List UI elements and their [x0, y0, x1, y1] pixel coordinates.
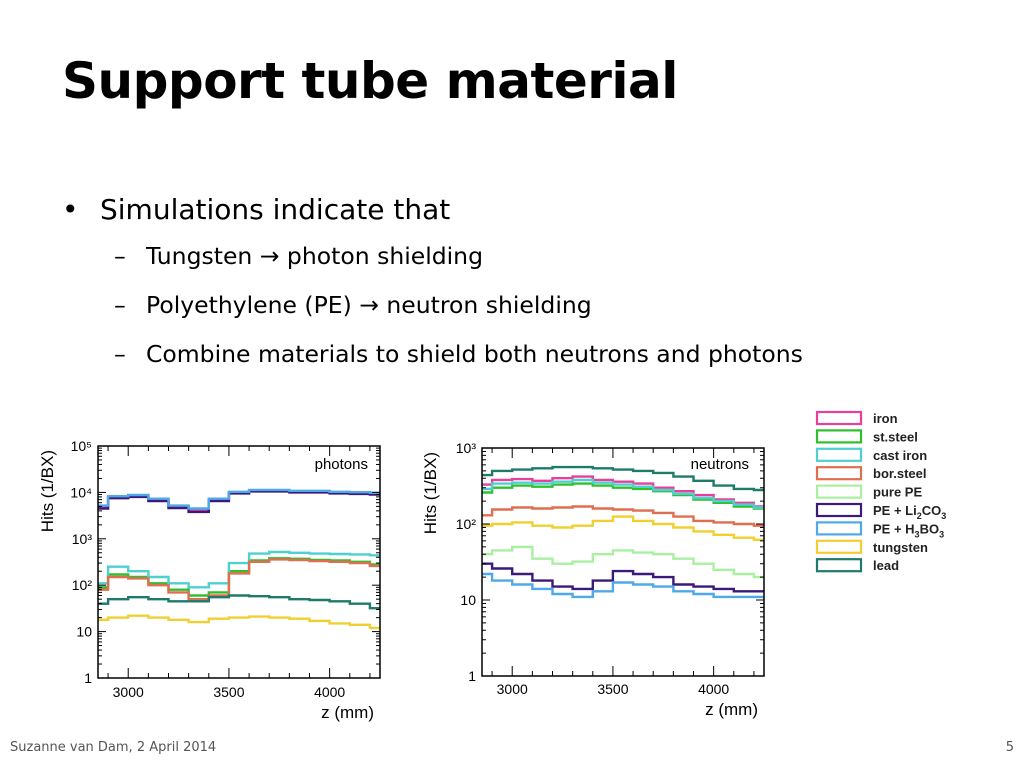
legend-swatch [815, 502, 863, 518]
chart-photons: 1 10 10² 10³ 10⁴ 10⁵ 3000 3500 4000 z (mm) Hits (1… [38, 438, 381, 722]
legend-label: pure PE [873, 485, 922, 500]
y-tick-label: 10² [456, 516, 477, 532]
dash-marker: – [114, 340, 126, 368]
plot-frame [481, 447, 765, 677]
y-tick-label: 1 [468, 668, 476, 684]
series-line-1-0 [482, 475, 764, 508]
sub-bullet-text: Polyethylene (PE) → neutron shielding [146, 291, 592, 319]
y-tick-label: 10 [76, 624, 92, 640]
y-axis-label: Hits (1/BX) [421, 452, 440, 534]
series-line-1-6 [482, 572, 764, 599]
sub-bullet-text: Tungsten → photon shielding [146, 242, 483, 270]
legend-label: st.steel [873, 429, 918, 444]
series-line-0-2 [98, 550, 380, 589]
series-line-0-1 [98, 557, 380, 597]
legend-label: iron [873, 411, 898, 426]
bullet-list: Simulations indicate that –Tungsten → ph… [62, 188, 1002, 379]
series-line-0-7 [98, 594, 380, 610]
y-tick-label: 1 [84, 670, 92, 686]
chart-annotation: neutrons [691, 456, 749, 473]
legend-swatch [815, 539, 863, 554]
series-line-1-4 [482, 545, 764, 579]
dash-marker: – [114, 291, 126, 319]
series-line-1-2 [482, 478, 764, 509]
series-line-1-3 [482, 505, 764, 527]
sub-bullet-combine: – Combine materials to shield both neutro… [62, 330, 1002, 379]
chart-neutrons: 1 10 10² 10³ 3000 3500 4000 z (mm) Hits (1/BX) ne… [421, 440, 765, 719]
y-tick-label: 10³ [72, 531, 93, 547]
legend-swatch [815, 466, 863, 481]
y-tick-label: 10⁴ [70, 484, 92, 500]
series-line-1-8 [482, 465, 764, 492]
series-line-0-6 [98, 614, 380, 630]
x-tick-label: 4000 [698, 681, 729, 697]
y-tick-label: 10⁵ [71, 438, 92, 454]
legend: iron st.steel cast iron bor.steel pure PE PE … [815, 410, 946, 573]
x-axis-label: z (mm) [705, 700, 758, 719]
legend-swatch [815, 521, 863, 536]
legend-swatch [815, 410, 863, 426]
series-line-1-5 [482, 562, 764, 593]
dash-marker: – [114, 242, 126, 270]
legend-label: tungsten [873, 540, 928, 555]
x-axis-label: z (mm) [321, 703, 374, 722]
legend-label: PE + Li2CO3 [873, 503, 946, 521]
legend-swatch [815, 429, 863, 444]
sub-bullet-text: Combine materials to shield both neutron… [146, 340, 803, 368]
legend-label: bor.steel [873, 466, 926, 481]
chart-annotation: photons [315, 456, 368, 473]
bullet-main: Simulations indicate that [62, 188, 1002, 232]
x-tick-label: 3000 [497, 681, 528, 697]
x-tick-label: 4000 [314, 684, 345, 700]
sub-bullet-polyethylene: – Polyethylene (PE) → neutron shielding [62, 281, 1002, 330]
legend-label: cast iron [873, 448, 927, 463]
x-tick-label: 3500 [597, 681, 628, 697]
x-tick-label: 3500 [213, 684, 244, 700]
series-line-0-5 [98, 488, 380, 510]
y-tick-label: 10 [460, 592, 476, 608]
series-line-1-7 [482, 515, 764, 541]
plot-frame [97, 445, 381, 679]
legend-swatch [815, 558, 863, 573]
page-number: 5 [1005, 740, 1014, 755]
series-line-0-3 [98, 558, 380, 601]
series-line-1-1 [482, 482, 764, 510]
x-tick-label: 3000 [113, 684, 144, 700]
y-tick-label: 10³ [456, 440, 477, 456]
legend-label: PE + H3BO3 [873, 521, 944, 539]
footer-author-date: Suzanne van Dam, 2 April 2014 [10, 740, 217, 755]
y-tick-label: 10² [72, 577, 93, 593]
legend-swatch [815, 484, 863, 499]
sub-bullet-tungsten: – Tungsten → photon shielding [62, 232, 1002, 281]
legend-label: lead [873, 558, 899, 573]
slide-title: Support tube material [62, 52, 678, 110]
legend-swatch [815, 447, 863, 462]
y-axis-label: Hits (1/BX) [38, 450, 57, 532]
